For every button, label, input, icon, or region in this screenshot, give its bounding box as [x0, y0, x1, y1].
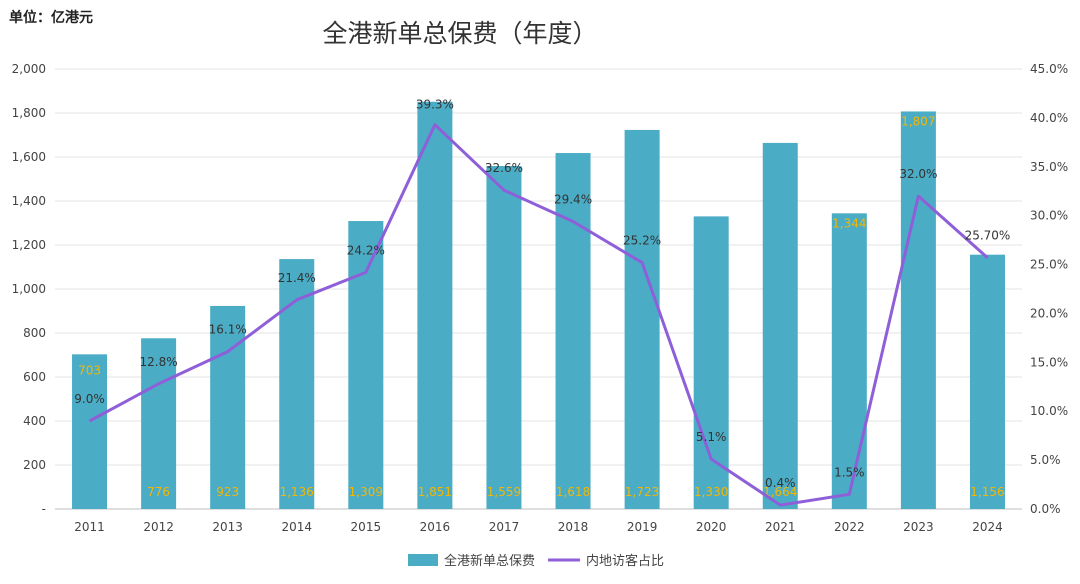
y-left-tick-label: 1,600	[12, 150, 46, 164]
x-tick-label: 2020	[696, 520, 727, 534]
bar-value-label: 1,330	[694, 485, 728, 499]
y-right-tick-label: 0.0%	[1030, 502, 1061, 516]
line-value-label: 39.3%	[416, 98, 454, 112]
x-tick-label: 2013	[212, 520, 243, 534]
bar	[831, 213, 867, 509]
bar	[900, 111, 936, 510]
x-tick-label: 2023	[903, 520, 934, 534]
bar-value-label: 776	[147, 485, 170, 499]
bar-value-label: 1,807	[901, 114, 935, 128]
y-left-tick-label: 1,000	[12, 282, 46, 296]
bar-value-label: 1,309	[349, 485, 383, 499]
legend-label-line: 内地访客占比	[586, 553, 664, 569]
y-left-tick-label: -	[42, 502, 46, 516]
y-left-tick-label: 1,800	[12, 106, 46, 120]
line-value-label: 29.4%	[554, 193, 592, 207]
y-right-tick-label: 25.0%	[1030, 258, 1068, 272]
bar-value-label: 1,851	[418, 485, 452, 499]
line-value-label: 32.0%	[899, 167, 937, 181]
bar	[348, 221, 384, 509]
y-right-tick-label: 40.0%	[1030, 111, 1068, 125]
unit-label: 单位：亿港元	[9, 10, 93, 26]
bar-value-label: 1,618	[556, 485, 590, 499]
x-tick-label: 2021	[765, 520, 796, 534]
y-left-tick-label: 1,400	[12, 194, 46, 208]
line-value-label: 25.70%	[965, 229, 1011, 243]
bar	[624, 129, 660, 509]
line-value-label: 21.4%	[278, 271, 316, 285]
y-left-tick-label: 200	[23, 458, 46, 472]
y-left-tick-label: 600	[23, 370, 46, 384]
chart-title: 全港新单总保费（年度）	[322, 19, 598, 48]
y-right-tick-label: 5.0%	[1030, 453, 1061, 467]
bar-value-label: 1,344	[832, 216, 866, 230]
line-value-label: 12.8%	[140, 355, 178, 369]
y-left-tick-label: 400	[23, 414, 46, 428]
x-tick-label: 2022	[834, 520, 865, 534]
bar-value-label: 1,559	[487, 485, 521, 499]
line-value-label: 5.1%	[696, 430, 727, 444]
y-right-tick-label: 45.0%	[1030, 62, 1068, 76]
line-value-label: 1.5%	[834, 465, 865, 479]
bar	[693, 216, 729, 509]
line-value-label: 0.4%	[765, 476, 796, 490]
bar-value-label: 1,156	[970, 485, 1004, 499]
bar	[210, 305, 246, 509]
y-left-tick-label: 800	[23, 326, 46, 340]
x-tick-label: 2011	[74, 520, 105, 534]
y-right-tick-label: 30.0%	[1030, 209, 1068, 223]
y-left-tick-label: 1,200	[12, 238, 46, 252]
line-value-label: 9.0%	[74, 392, 105, 406]
line-value-label: 16.1%	[209, 323, 247, 337]
bar-value-label: 703	[78, 363, 101, 377]
y-right-tick-label: 35.0%	[1030, 160, 1068, 174]
y-right-tick-label: 20.0%	[1030, 306, 1068, 320]
x-tick-label: 2012	[143, 520, 174, 534]
bar	[762, 142, 798, 510]
y-left-tick-label: 2,000	[12, 62, 46, 76]
legend-swatch-bar	[408, 554, 438, 566]
x-tick-label: 2024	[972, 520, 1003, 534]
y-right-tick-label: 10.0%	[1030, 404, 1068, 418]
y-right-tick-label: 15.0%	[1030, 355, 1068, 369]
line-value-label: 24.2%	[347, 243, 385, 257]
x-tick-label: 2016	[420, 520, 451, 534]
x-tick-label: 2015	[351, 520, 382, 534]
x-tick-label: 2019	[627, 520, 658, 534]
legend-label-bar: 全港新单总保费	[444, 553, 535, 569]
bar	[72, 354, 108, 509]
bar-value-label: 923	[216, 485, 239, 499]
bar	[969, 254, 1005, 509]
bar	[417, 101, 453, 509]
bar	[555, 153, 591, 510]
bar-value-label: 1,664	[763, 485, 797, 499]
x-tick-label: 2014	[281, 520, 312, 534]
line-value-label: 25.2%	[623, 234, 661, 248]
bar-value-label: 1,136	[280, 485, 314, 499]
bar-value-label: 1,723	[625, 485, 659, 499]
line-value-label: 32.6%	[485, 161, 523, 175]
bar	[141, 338, 177, 509]
bar	[486, 166, 522, 509]
x-tick-label: 2018	[558, 520, 589, 534]
series-line-mainland-share	[88, 123, 989, 507]
x-tick-label: 2017	[489, 520, 520, 534]
